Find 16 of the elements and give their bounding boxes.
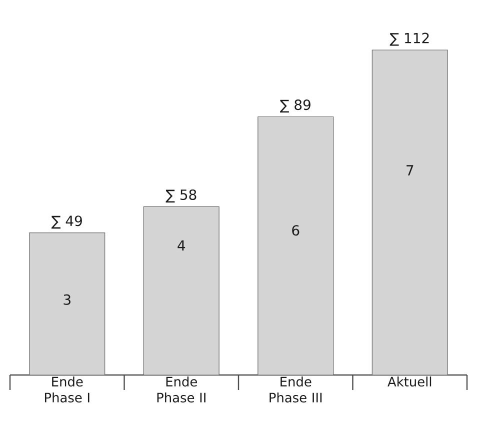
x-tick-label: Ende Phase II <box>157 376 206 402</box>
annotation: 6 <box>292 225 300 236</box>
x-tick-label: Aktuell <box>388 376 432 387</box>
bar <box>29 232 106 376</box>
data-label: ∑ 112 <box>390 32 429 46</box>
annotation: 4 <box>178 240 186 250</box>
bar <box>143 206 220 376</box>
data-label: ∑ 49 <box>52 216 82 229</box>
data-label: ∑ 58 <box>166 189 196 202</box>
bar <box>372 50 448 376</box>
data-label: ∑ 89 <box>280 100 310 113</box>
x-tick-label: Ende Phase I <box>44 376 90 402</box>
bar <box>258 116 334 376</box>
x-tick-label: Ende Phase III <box>270 376 322 402</box>
annotation: 7 <box>406 165 414 176</box>
annotation: 3 <box>64 294 70 305</box>
